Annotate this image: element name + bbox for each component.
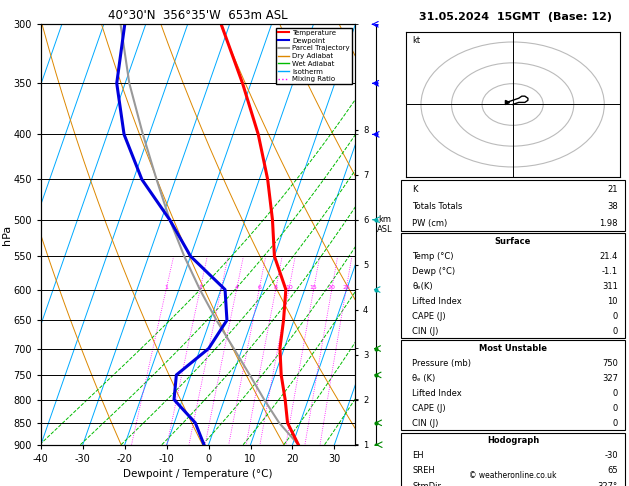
- Text: Dewp (°C): Dewp (°C): [413, 267, 455, 276]
- Y-axis label: hPa: hPa: [2, 225, 12, 244]
- Text: 65: 65: [607, 467, 618, 475]
- Text: 0: 0: [613, 312, 618, 321]
- Text: 10: 10: [608, 296, 618, 306]
- Text: Lifted Index: Lifted Index: [413, 389, 462, 398]
- Text: 21.4: 21.4: [599, 252, 618, 261]
- Text: 4: 4: [235, 284, 238, 290]
- Text: 15: 15: [309, 284, 318, 290]
- Text: -30: -30: [604, 451, 618, 460]
- Text: 8: 8: [274, 284, 277, 290]
- Y-axis label: km
ASL: km ASL: [377, 215, 393, 235]
- Text: Lifted Index: Lifted Index: [413, 296, 462, 306]
- Text: θₑ (K): θₑ (K): [413, 374, 436, 383]
- Text: 1.98: 1.98: [599, 219, 618, 228]
- X-axis label: Dewpoint / Temperature (°C): Dewpoint / Temperature (°C): [123, 469, 273, 479]
- Text: Totals Totals: Totals Totals: [413, 202, 463, 211]
- Title: 40°30'N  356°35'W  653m ASL: 40°30'N 356°35'W 653m ASL: [108, 9, 288, 22]
- Text: 0: 0: [613, 327, 618, 335]
- Text: Surface: Surface: [495, 237, 531, 246]
- Text: PW (cm): PW (cm): [413, 219, 448, 228]
- Text: 327°: 327°: [598, 482, 618, 486]
- Text: 6: 6: [257, 284, 261, 290]
- Text: SREH: SREH: [413, 467, 435, 475]
- Text: 3: 3: [219, 284, 223, 290]
- Text: θₑ(K): θₑ(K): [413, 282, 433, 291]
- Text: CAPE (J): CAPE (J): [413, 312, 446, 321]
- Text: 20: 20: [328, 284, 336, 290]
- Text: 327: 327: [602, 374, 618, 383]
- Text: © weatheronline.co.uk: © weatheronline.co.uk: [469, 471, 557, 480]
- Text: 0: 0: [613, 389, 618, 398]
- Text: 2: 2: [198, 284, 202, 290]
- Text: 0: 0: [613, 404, 618, 413]
- Text: Most Unstable: Most Unstable: [479, 344, 547, 353]
- Text: -1.1: -1.1: [602, 267, 618, 276]
- Text: StmDir: StmDir: [413, 482, 442, 486]
- Text: CIN (J): CIN (J): [413, 327, 439, 335]
- Text: 10: 10: [285, 284, 292, 290]
- Text: Hodograph: Hodograph: [487, 436, 539, 445]
- Text: Temp (°C): Temp (°C): [413, 252, 454, 261]
- Text: kt: kt: [412, 36, 420, 45]
- Legend: Temperature, Dewpoint, Parcel Trajectory, Dry Adiabat, Wet Adiabat, Isotherm, Mi: Temperature, Dewpoint, Parcel Trajectory…: [276, 28, 352, 85]
- Text: 25: 25: [342, 284, 350, 290]
- Text: CIN (J): CIN (J): [413, 419, 439, 428]
- Text: Pressure (mb): Pressure (mb): [413, 359, 472, 368]
- Text: 1: 1: [164, 284, 168, 290]
- Text: 0: 0: [613, 419, 618, 428]
- Text: K: K: [413, 185, 418, 194]
- Text: 31.05.2024  15GMT  (Base: 12): 31.05.2024 15GMT (Base: 12): [420, 12, 612, 22]
- Text: EH: EH: [413, 451, 424, 460]
- Text: 750: 750: [602, 359, 618, 368]
- Text: 311: 311: [602, 282, 618, 291]
- Text: 38: 38: [607, 202, 618, 211]
- Text: 21: 21: [608, 185, 618, 194]
- Text: CAPE (J): CAPE (J): [413, 404, 446, 413]
